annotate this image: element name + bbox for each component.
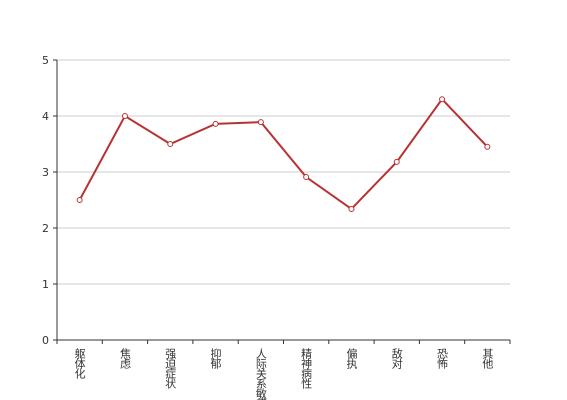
x-tick-label: 精神病性 — [300, 348, 313, 390]
point — [257, 119, 264, 126]
x-tick-label: 敌对 — [390, 347, 403, 369]
x-tick-label: 焦虑 — [118, 348, 131, 369]
y-tick-label: 2 — [42, 222, 49, 235]
point — [121, 113, 128, 119]
y-tick-label: 0 — [42, 334, 49, 347]
x-tick-label: 抑郁 — [209, 347, 222, 369]
y-tick-label: 4 — [42, 110, 49, 123]
point — [439, 96, 446, 103]
point — [212, 120, 219, 127]
x-tick-label: 躯体化 — [73, 348, 86, 380]
x-tick-label: 偏执 — [345, 347, 358, 370]
x-tick-label: 其他 — [481, 348, 494, 369]
point — [393, 158, 400, 165]
x-tick-label: 人际关系敏感 — [254, 348, 267, 400]
y-tick-label: 3 — [42, 166, 49, 179]
y-tick-label: 1 — [42, 278, 49, 291]
line — [78, 97, 489, 211]
point — [348, 205, 355, 212]
point — [484, 143, 491, 150]
point — [167, 141, 174, 147]
x-tick-label: 强迫症状 — [164, 348, 177, 389]
point — [303, 174, 310, 181]
point — [76, 197, 83, 203]
x-tick-label: 恐怖 — [436, 348, 449, 369]
y-tick-label: 5 — [42, 54, 49, 67]
